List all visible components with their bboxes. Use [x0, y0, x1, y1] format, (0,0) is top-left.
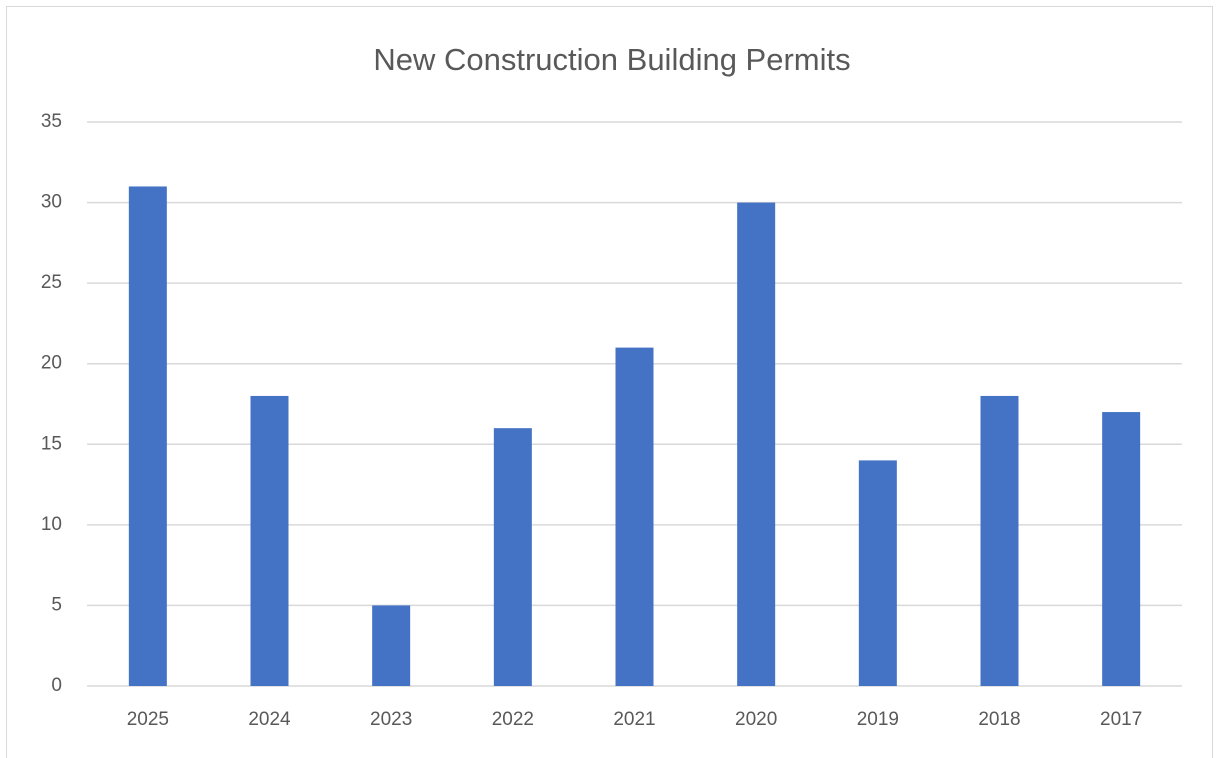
y-tick-label: 5	[51, 594, 62, 615]
x-tick-label: 2019	[857, 709, 899, 730]
bar	[250, 395, 289, 686]
bar	[615, 347, 654, 686]
chart-border	[6, 6, 1213, 758]
bar	[372, 605, 411, 686]
x-tick-label: 2024	[248, 709, 291, 730]
y-tick-label: 10	[41, 514, 62, 535]
y-tick-label: 0	[51, 675, 62, 696]
x-tick-label: 2023	[370, 709, 412, 730]
bar	[858, 460, 897, 686]
x-tick-label: 2018	[978, 709, 1020, 730]
y-tick-label: 25	[41, 272, 62, 293]
bar	[980, 395, 1019, 686]
bar	[128, 186, 167, 686]
y-tick-label: 30	[41, 192, 62, 213]
x-tick-label: 2017	[1100, 709, 1142, 730]
x-tick-label: 2025	[127, 709, 169, 730]
bar	[1102, 412, 1141, 686]
x-tick-label: 2022	[492, 709, 534, 730]
x-tick-label: 2020	[735, 709, 777, 730]
chart-title: New Construction Building Permits	[373, 42, 850, 77]
bar	[737, 202, 776, 687]
y-tick-label: 15	[41, 433, 62, 454]
y-tick-label: 20	[41, 353, 62, 374]
y-tick-label: 35	[41, 111, 62, 132]
x-tick-label: 2021	[613, 709, 655, 730]
bar	[493, 428, 532, 686]
